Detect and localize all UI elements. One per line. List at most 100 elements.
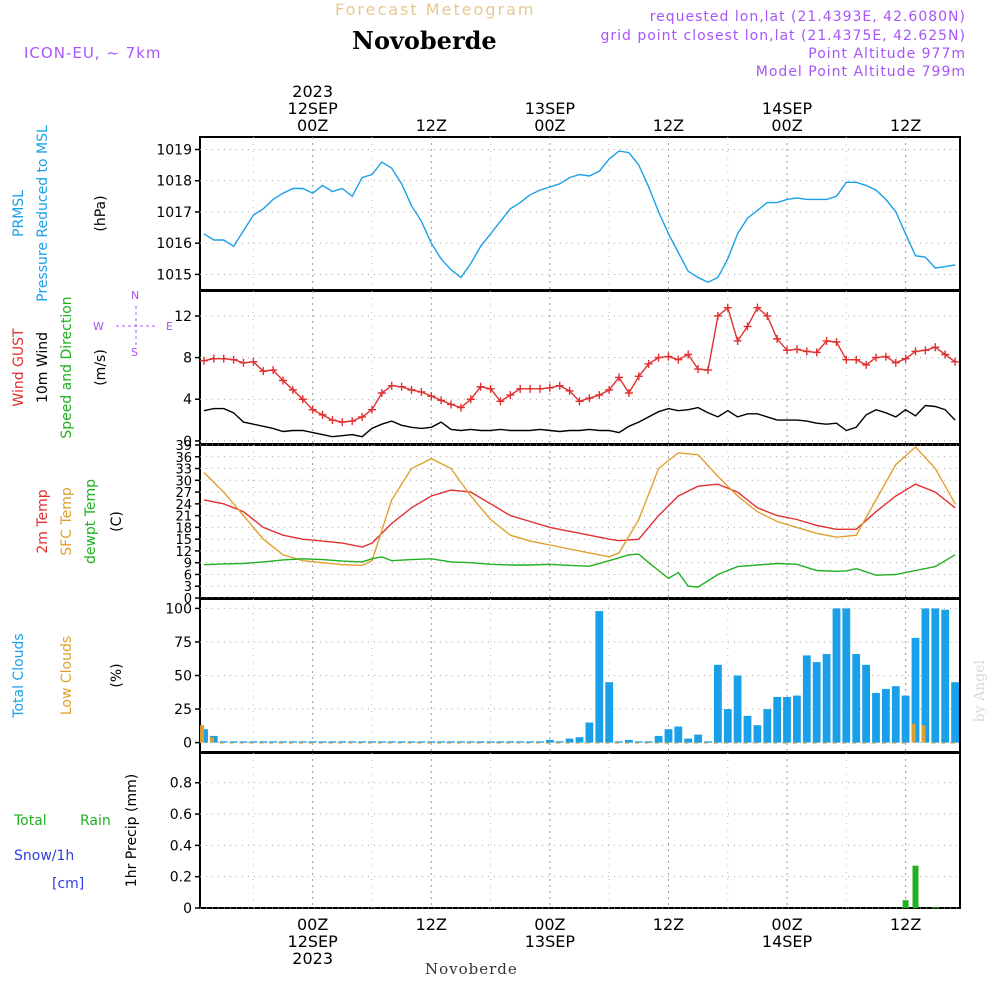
bar-total-clouds [437, 741, 445, 743]
bar-total-clouds [733, 675, 742, 743]
time-label-bottom: 12Z [890, 915, 921, 934]
bar-total-clouds [783, 697, 791, 743]
y-tick-label: 0.6 [170, 807, 192, 823]
bar-low-clouds [654, 742, 659, 744]
gust-marker [308, 405, 317, 414]
bar-total-clouds [308, 741, 317, 743]
bar-total-rain [932, 907, 939, 909]
y-tick-label: 1018 [156, 174, 192, 190]
y-tick-label: 12 [174, 309, 192, 325]
bar-low-clouds [358, 742, 363, 744]
gust-marker [427, 392, 436, 401]
bar-low-clouds [486, 742, 491, 744]
bar-total-clouds [506, 741, 515, 743]
gust-marker [921, 346, 930, 355]
bar-low-clouds [694, 742, 699, 744]
bar-low-clouds [318, 742, 323, 744]
time-label-top: 12Z [416, 116, 447, 135]
bar-total-clouds [298, 741, 307, 743]
bar-total-clouds [457, 741, 465, 743]
bar-low-clouds [427, 742, 432, 744]
time-label-bottom: 00Z [297, 915, 328, 934]
time-label-top: 12Z [653, 116, 684, 135]
gust-marker [565, 386, 574, 395]
gust-marker [822, 336, 831, 345]
bar-low-clouds [565, 742, 570, 744]
y-tick-label: 21 [175, 510, 192, 525]
bar-total-clouds [605, 682, 614, 743]
bar-low-clouds [457, 742, 461, 744]
bar-low-clouds [733, 742, 738, 744]
bar-low-clouds [289, 742, 293, 744]
y-tick-label: 100 [165, 601, 192, 617]
gust-marker [595, 391, 604, 400]
bar-low-clouds [941, 742, 946, 744]
bar-total-clouds [219, 741, 228, 743]
gust-marker [417, 387, 426, 396]
y-tick-label: 1019 [156, 142, 192, 158]
bar-total-clouds [842, 608, 851, 743]
gust-marker [615, 373, 624, 382]
compass-e: E [166, 320, 173, 333]
gridpoint-coords: grid point closest lon,lat (21.4375E, 42… [600, 28, 966, 44]
bar-total-clouds [417, 741, 426, 743]
bar-total-clouds [565, 738, 574, 743]
gust-marker [624, 389, 633, 397]
model-label: ICON-EU, ~ 7km [24, 44, 162, 62]
bar-total-clouds [476, 741, 485, 743]
precip-label-rain: Rain [80, 813, 111, 829]
y-tick-label: 1017 [156, 205, 192, 221]
bar-total-clouds [694, 734, 702, 743]
gust-marker [209, 354, 218, 363]
series-line-dewpt-temp [203, 553, 956, 588]
bar-low-clouds [229, 742, 234, 744]
gust-marker [891, 358, 900, 367]
gust-marker [535, 384, 544, 393]
gust-marker [812, 348, 821, 357]
time-label-bottom: 12SEP [288, 932, 339, 951]
bar-total-clouds [714, 664, 722, 743]
gust-marker [792, 345, 801, 354]
bar-total-clouds [358, 741, 366, 743]
precip-label-cm: [cm] [52, 876, 84, 892]
y-tick-label: 6 [184, 568, 192, 583]
bar-low-clouds [674, 742, 679, 744]
bar-total-clouds [911, 637, 920, 743]
gust-marker [951, 357, 960, 366]
time-label-top: 14SEP [762, 99, 813, 118]
bar-total-clouds [328, 741, 337, 743]
y-tick-label: 0.2 [170, 870, 192, 886]
bar-low-clouds [526, 742, 531, 744]
gust-marker [605, 385, 614, 394]
time-label-top: 00Z [534, 116, 565, 135]
bar-total-clouds [852, 654, 861, 743]
compass-cross [116, 306, 158, 346]
bar-low-clouds [714, 742, 718, 744]
gust-marker [664, 352, 673, 361]
bar-low-clouds [200, 725, 205, 743]
product-title: Forecast Meteogram [335, 0, 536, 19]
bar-low-clouds [496, 742, 501, 744]
panel-label-clouds: Low Clouds [59, 636, 75, 715]
compass-w: W [93, 320, 104, 333]
panel-frame-wind [199, 290, 961, 445]
bar-total-clouds [822, 654, 831, 743]
gust-marker [852, 355, 861, 364]
panel-label-temp: SFC Temp [59, 487, 75, 556]
bar-total-clouds [723, 709, 732, 743]
gust-marker [486, 384, 495, 393]
bar-low-clouds [783, 742, 788, 744]
bar-total-clouds [249, 741, 258, 743]
bar-total-clouds [348, 741, 357, 743]
bar-low-clouds [308, 742, 313, 744]
bar-total-clouds [427, 741, 436, 743]
gust-marker [338, 418, 347, 427]
bar-total-clouds [743, 715, 752, 743]
y-tick-label: 15 [175, 533, 192, 548]
bar-total-clouds [269, 741, 277, 743]
panel-label-temp: dewpt Temp [83, 479, 99, 564]
point-altitude: Point Altitude 977m [808, 46, 966, 62]
bar-total-clouds [654, 735, 663, 743]
bar-low-clouds [209, 737, 214, 743]
bar-total-clouds [872, 692, 880, 743]
